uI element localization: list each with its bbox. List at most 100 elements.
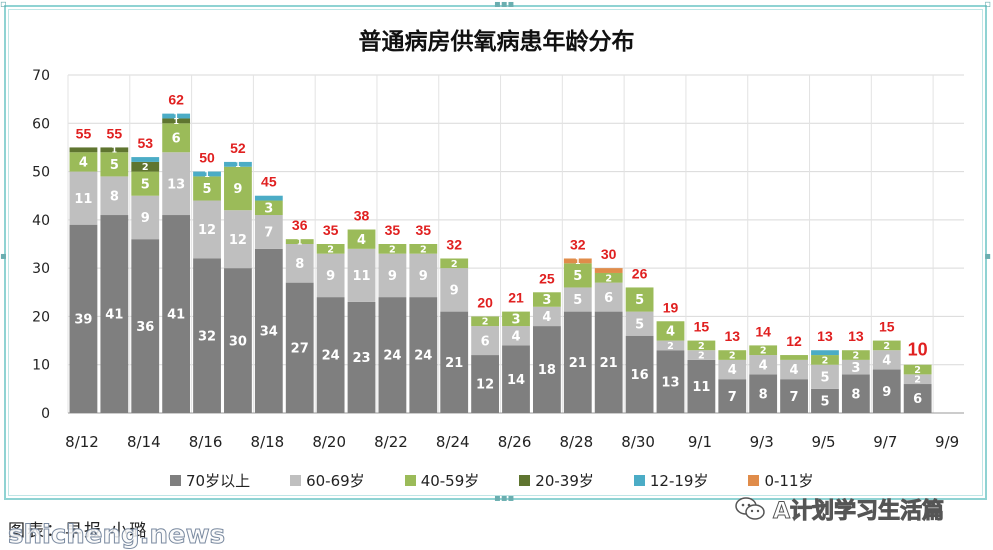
bar-segment: [347, 248, 376, 302]
bar-segment: [316, 244, 345, 254]
resize-handle-corner[interactable]: ▫: [0, 0, 7, 10]
segment-label: 2: [883, 341, 890, 352]
x-tick-label: 8/16: [189, 433, 223, 451]
segment-label: 9: [141, 211, 150, 226]
segment-label: 2: [420, 244, 427, 255]
x-tick-label: 8/14: [127, 433, 161, 451]
bar-segment: [656, 350, 685, 413]
legend-swatch: [519, 475, 531, 486]
x-tick-label: 8/22: [374, 433, 408, 451]
segment-label: 2: [389, 244, 396, 255]
total-label: 55: [76, 125, 92, 141]
bar-segment: [285, 244, 314, 283]
segment-label: 9: [419, 269, 428, 284]
total-label: 38: [354, 208, 370, 224]
total-label: 13: [848, 328, 864, 344]
segment-label: 3: [511, 313, 520, 328]
segment-label: 4: [357, 233, 366, 248]
segment-label: 2: [142, 162, 149, 173]
legend-swatch: [633, 475, 645, 486]
resize-handle-corner[interactable]: ▫: [984, 0, 991, 10]
segment-label: 8: [110, 189, 119, 204]
segment-label: 5: [110, 158, 119, 173]
segment-label: 21: [600, 356, 618, 371]
bar-segment: [780, 379, 808, 413]
bar-segment: [69, 147, 98, 153]
bar-segment: [254, 215, 283, 249]
bar-segment: [193, 258, 221, 413]
y-tick-label: 10: [32, 358, 50, 374]
bar-segment: [409, 253, 438, 298]
segment-label: 7: [790, 390, 799, 405]
total-label: 35: [416, 222, 432, 238]
total-label: 25: [539, 270, 555, 286]
bar-segment: [811, 388, 839, 413]
segment-label: 4: [542, 310, 551, 325]
bar-segment: [440, 258, 469, 269]
bar-segment: [594, 311, 623, 413]
segment-label: 41: [105, 308, 123, 323]
segment-label: 1: [173, 117, 179, 126]
bar-segment: [841, 359, 870, 375]
resize-handle-top[interactable]: ▪▪▪: [494, 0, 515, 10]
legend-swatch: [404, 475, 416, 486]
total-label: 52: [230, 140, 246, 156]
bar-segment: [594, 282, 623, 312]
bar-segment: [378, 244, 407, 254]
segment-label: 2: [914, 365, 921, 376]
bar-segment: [162, 152, 191, 216]
total-label: 36: [292, 217, 308, 233]
segment-label: 1: [575, 257, 581, 266]
segment-label: 11: [352, 269, 370, 284]
chart-title: 普通病房供氧病患年龄分布: [358, 29, 635, 55]
bar-segment: [625, 311, 654, 336]
segment-label: 3: [542, 293, 551, 308]
segment-label: 12: [198, 223, 216, 238]
total-label: 35: [323, 222, 339, 238]
bar-segment: [162, 123, 191, 153]
segment-label: 2: [667, 341, 674, 352]
segment-label: 41: [167, 308, 185, 323]
segment-label: 1: [297, 237, 303, 246]
bar-segment: [131, 195, 160, 240]
segment-label: 30: [229, 334, 247, 349]
segment-label: 12: [476, 378, 494, 393]
watermark-right: A计划学习生活篇: [735, 493, 945, 525]
segment-label: 5: [573, 293, 582, 308]
segment-label: 7: [728, 390, 737, 405]
segment-label: 9: [882, 385, 891, 400]
bar-segment: [811, 355, 839, 365]
resize-handle-bottom[interactable]: ▪▪▪: [494, 493, 515, 504]
bar-segment: [347, 301, 376, 413]
watermark-right-text: A计划学习生活篇: [772, 499, 945, 525]
bar-segment: [656, 340, 685, 351]
x-tick-label: 9/1: [688, 433, 712, 451]
segment-label: 6: [604, 291, 613, 306]
bar-segment: [224, 210, 252, 269]
y-tick-label: 60: [32, 116, 50, 132]
bar-segment: [872, 350, 901, 370]
y-tick-label: 0: [41, 406, 50, 422]
x-tick-label: 9/7: [873, 433, 897, 451]
segment-label: 34: [260, 325, 278, 340]
segment-label: 9: [326, 269, 335, 284]
bar-segment: [471, 316, 500, 327]
segment-label: 3: [264, 201, 273, 216]
bar-segment: [162, 113, 191, 119]
segment-label: 2: [482, 317, 489, 328]
bar-segment: [811, 364, 839, 389]
segment-label: 21: [445, 356, 463, 371]
resize-handle-right[interactable]: ▪: [984, 251, 991, 262]
bar-segment: [872, 340, 901, 351]
total-label: 19: [663, 299, 679, 315]
bar-segment: [471, 355, 500, 413]
segment-label: 24: [414, 349, 432, 364]
segment-label: 2: [451, 259, 458, 270]
segment-label: 5: [635, 317, 644, 332]
bar-segment: [502, 345, 530, 413]
segment-label: 5: [203, 182, 212, 197]
bar-segment: [656, 321, 685, 341]
bar-segment: [409, 244, 438, 254]
total-label: 15: [879, 319, 895, 335]
resize-handle-left[interactable]: ▪: [0, 251, 7, 262]
